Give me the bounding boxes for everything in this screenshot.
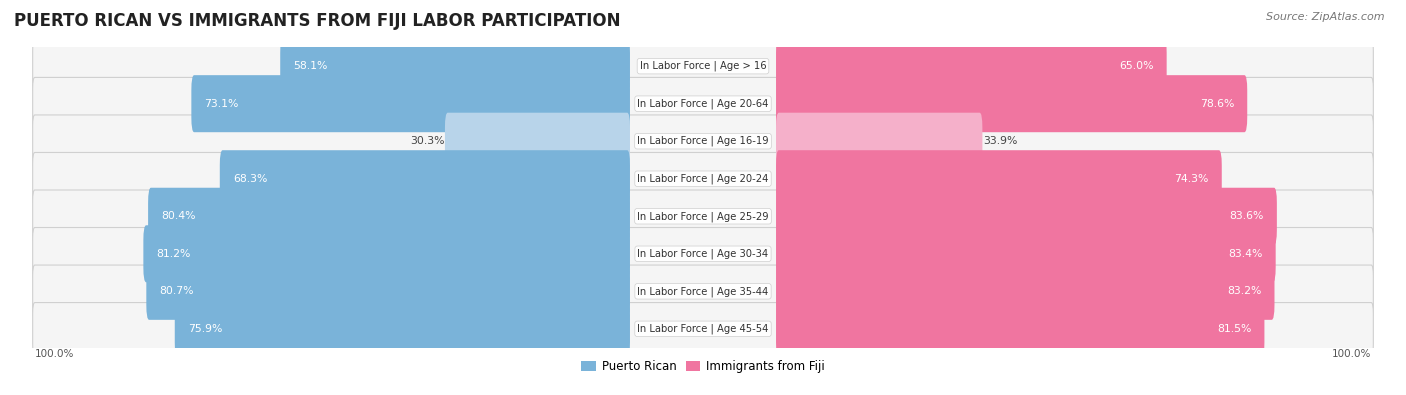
Text: 30.3%: 30.3% — [409, 136, 444, 146]
Text: 80.4%: 80.4% — [162, 211, 195, 221]
Text: In Labor Force | Age 25-29: In Labor Force | Age 25-29 — [637, 211, 769, 222]
Text: In Labor Force | Age 16-19: In Labor Force | Age 16-19 — [637, 136, 769, 147]
Text: In Labor Force | Age 20-24: In Labor Force | Age 20-24 — [637, 173, 769, 184]
Text: 68.3%: 68.3% — [233, 174, 267, 184]
Text: 33.9%: 33.9% — [983, 136, 1018, 146]
Text: 100.0%: 100.0% — [35, 350, 75, 359]
Text: In Labor Force | Age 35-44: In Labor Force | Age 35-44 — [637, 286, 769, 297]
Text: 100.0%: 100.0% — [1331, 350, 1371, 359]
FancyBboxPatch shape — [32, 265, 1374, 318]
Text: 58.1%: 58.1% — [294, 61, 328, 71]
FancyBboxPatch shape — [174, 300, 630, 357]
Text: 75.9%: 75.9% — [188, 324, 222, 334]
FancyBboxPatch shape — [32, 228, 1374, 280]
Text: 83.2%: 83.2% — [1227, 286, 1261, 296]
FancyBboxPatch shape — [32, 77, 1374, 130]
FancyBboxPatch shape — [32, 303, 1374, 355]
Legend: Puerto Rican, Immigrants from Fiji: Puerto Rican, Immigrants from Fiji — [576, 355, 830, 378]
Text: 81.2%: 81.2% — [156, 249, 191, 259]
Text: In Labor Force | Age 20-64: In Labor Force | Age 20-64 — [637, 98, 769, 109]
FancyBboxPatch shape — [776, 113, 983, 170]
FancyBboxPatch shape — [776, 263, 1274, 320]
FancyBboxPatch shape — [148, 188, 630, 245]
FancyBboxPatch shape — [444, 113, 630, 170]
FancyBboxPatch shape — [776, 150, 1222, 207]
FancyBboxPatch shape — [776, 38, 1167, 95]
Text: 73.1%: 73.1% — [204, 99, 239, 109]
FancyBboxPatch shape — [32, 190, 1374, 243]
Text: 74.3%: 74.3% — [1174, 174, 1209, 184]
FancyBboxPatch shape — [32, 40, 1374, 92]
Text: 65.0%: 65.0% — [1119, 61, 1153, 71]
FancyBboxPatch shape — [32, 152, 1374, 205]
FancyBboxPatch shape — [191, 75, 630, 132]
Text: 78.6%: 78.6% — [1199, 99, 1234, 109]
FancyBboxPatch shape — [219, 150, 630, 207]
FancyBboxPatch shape — [143, 225, 630, 282]
FancyBboxPatch shape — [776, 225, 1275, 282]
Text: Source: ZipAtlas.com: Source: ZipAtlas.com — [1267, 12, 1385, 22]
Text: In Labor Force | Age 30-34: In Labor Force | Age 30-34 — [637, 248, 769, 259]
Text: 83.6%: 83.6% — [1229, 211, 1264, 221]
Text: PUERTO RICAN VS IMMIGRANTS FROM FIJI LABOR PARTICIPATION: PUERTO RICAN VS IMMIGRANTS FROM FIJI LAB… — [14, 12, 620, 30]
Text: In Labor Force | Age > 16: In Labor Force | Age > 16 — [640, 61, 766, 71]
Text: In Labor Force | Age 45-54: In Labor Force | Age 45-54 — [637, 324, 769, 334]
FancyBboxPatch shape — [776, 188, 1277, 245]
FancyBboxPatch shape — [146, 263, 630, 320]
FancyBboxPatch shape — [776, 300, 1264, 357]
Text: 83.4%: 83.4% — [1229, 249, 1263, 259]
FancyBboxPatch shape — [776, 75, 1247, 132]
FancyBboxPatch shape — [280, 38, 630, 95]
FancyBboxPatch shape — [32, 115, 1374, 167]
Text: 81.5%: 81.5% — [1218, 324, 1251, 334]
Text: 80.7%: 80.7% — [159, 286, 194, 296]
